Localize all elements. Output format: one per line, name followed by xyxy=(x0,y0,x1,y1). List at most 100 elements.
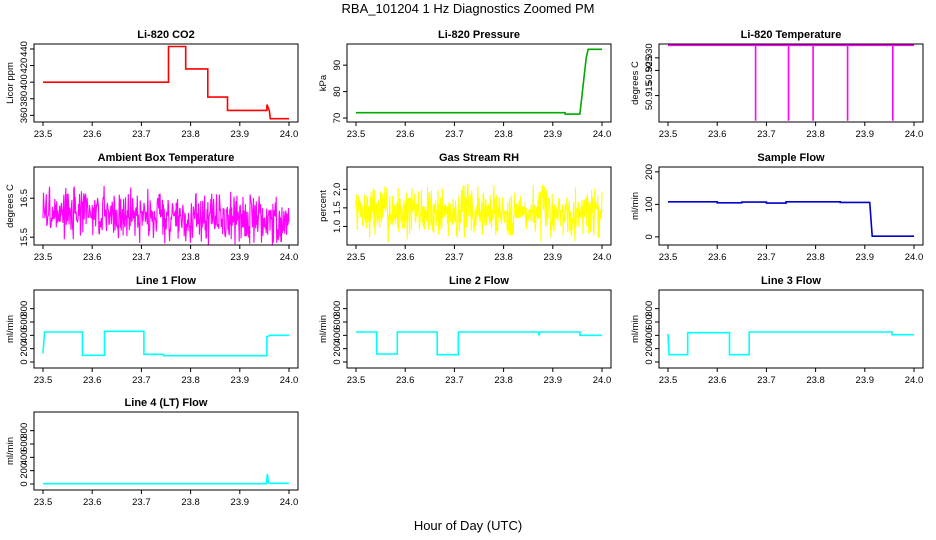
y-tick-label: 600 xyxy=(644,314,655,330)
y-axis-label: ml/min xyxy=(630,315,641,343)
y-tick-label: 200 xyxy=(644,341,655,357)
x-tick-label: 23.5 xyxy=(347,375,366,386)
chart-title: Sample Flow xyxy=(757,152,825,164)
x-tick-label: 23.9 xyxy=(544,375,563,386)
x-tick-label: 23.6 xyxy=(396,375,415,386)
x-tick-label: 23.5 xyxy=(659,129,678,140)
plot-frame xyxy=(658,166,924,246)
chart-panel: Line 3 Flow 23.5 23.6 23.7 23.8 23.9 24.0 0 2004… xyxy=(630,275,924,386)
x-tick-label: 23.8 xyxy=(806,252,825,263)
chart-panel: Li-820 CO2 23.5 23.6 23.7 23.8 23.9 24.0 360380… xyxy=(5,29,299,140)
plot-frame xyxy=(658,289,924,369)
x-tick-label: 23.8 xyxy=(494,252,513,263)
y-axis-label: ml/min xyxy=(5,315,16,343)
y-tick-label: 380 xyxy=(19,91,30,107)
plot-frame xyxy=(346,289,612,369)
y-tick-label: 360 xyxy=(19,107,30,123)
y-tick-label: 400 xyxy=(19,327,30,343)
chart-panel: Li-820 Pressure 23.5 23.6 23.7 23.8 23.9 24.0 7… xyxy=(318,29,612,140)
y-axis-label: degrees C xyxy=(5,184,16,228)
chart-title: Line 1 Flow xyxy=(136,275,196,287)
y-tick-label: 200 xyxy=(19,463,30,479)
y-tick-label: 800 xyxy=(19,301,30,317)
x-tick-label: 23.7 xyxy=(445,375,464,386)
chart-panel: Line 1 Flow 23.5 23.6 23.7 23.8 23.9 24.0 0 2004… xyxy=(5,275,299,386)
chart-title: Line 3 Flow xyxy=(761,275,821,287)
y-tick-label: 0 xyxy=(644,234,655,239)
x-tick-label: 24.0 xyxy=(280,252,299,263)
x-tick-label: 23.6 xyxy=(83,252,102,263)
y-tick-label: 16.5 xyxy=(19,189,30,208)
y-tick-label: 1.0 xyxy=(332,220,343,233)
plot-frame xyxy=(33,43,299,123)
series-line xyxy=(668,44,914,121)
plot-frame xyxy=(33,166,299,246)
x-tick-label: 23.7 xyxy=(757,252,776,263)
y-tick-label: 100 xyxy=(644,196,655,212)
y-axis-label: kPa xyxy=(318,74,329,91)
y-tick-label: 200 xyxy=(644,164,655,180)
x-tick-label: 23.7 xyxy=(757,129,776,140)
x-tick-label: 23.8 xyxy=(494,129,513,140)
chart-panel: Ambient Box Temperature 23.5 23.6 23.7 23.8 2… xyxy=(5,152,299,263)
y-tick-label: 70 xyxy=(332,113,343,124)
x-tick-label: 23.9 xyxy=(856,252,875,263)
chart-title: Gas Stream RH xyxy=(439,152,519,164)
x-tick-label: 23.6 xyxy=(396,129,415,140)
series-line xyxy=(42,185,290,246)
chart-panel: Line 2 Flow 23.5 23.6 23.7 23.8 23.9 24.0 0 2004… xyxy=(318,275,612,386)
x-tick-label: 23.9 xyxy=(231,129,250,140)
x-tick-label: 23.5 xyxy=(347,129,366,140)
x-tick-label: 23.6 xyxy=(708,252,727,263)
y-axis-label: ml/min xyxy=(5,437,16,465)
y-tick-label: 600 xyxy=(19,436,30,452)
series-line xyxy=(668,201,914,237)
y-tick-label: 600 xyxy=(332,314,343,330)
chart-panel: Line 4 (LT) Flow 23.5 23.6 23.7 23.8 23.9 24.0… xyxy=(5,397,299,508)
x-tick-label: 23.6 xyxy=(83,129,102,140)
y-tick-label: 1.5 xyxy=(332,201,343,214)
x-tick-label: 23.5 xyxy=(659,375,678,386)
y-tick-label: 200 xyxy=(19,341,30,357)
y-tick-label: 2.0 xyxy=(332,183,343,196)
chart-title: Li-820 CO2 xyxy=(137,29,194,41)
y-tick-label: 800 xyxy=(19,423,30,439)
series-line xyxy=(43,473,289,485)
x-tick-label: 23.8 xyxy=(181,252,200,263)
x-tick-label: 23.7 xyxy=(132,497,151,508)
series-line xyxy=(356,331,602,356)
x-tick-label: 23.8 xyxy=(181,129,200,140)
x-tick-label: 23.8 xyxy=(181,375,200,386)
x-tick-label: 23.6 xyxy=(708,375,727,386)
x-tick-label: 23.8 xyxy=(806,129,825,140)
x-tick-label: 24.0 xyxy=(905,375,924,386)
series-line xyxy=(43,45,289,120)
chart-title: Ambient Box Temperature xyxy=(98,152,235,164)
x-tick-label: 24.0 xyxy=(905,252,924,263)
y-tick-label: 400 xyxy=(19,449,30,465)
y-tick-label: 600 xyxy=(19,314,30,330)
chart-panel: Li-820 Temperature 23.5 23.6 23.7 23.8 23.9 24… xyxy=(630,29,924,140)
y-tick-label: 0 xyxy=(19,359,30,364)
x-tick-label: 23.5 xyxy=(34,252,53,263)
x-tick-label: 23.8 xyxy=(494,375,513,386)
y-tick-label: 50.915 xyxy=(644,81,655,110)
series-line xyxy=(667,331,914,356)
y-tick-label: 400 xyxy=(332,327,343,343)
x-tick-label: 23.5 xyxy=(347,252,366,263)
x-tick-label: 23.8 xyxy=(181,497,200,508)
x-tick-label: 23.6 xyxy=(396,252,415,263)
x-tick-label: 23.9 xyxy=(856,375,875,386)
y-tick-label: 50.930 xyxy=(644,43,655,72)
y-tick-label: 800 xyxy=(644,301,655,317)
plot-frame xyxy=(346,43,612,123)
y-tick-label: 90 xyxy=(332,60,343,71)
y-tick-label: 800 xyxy=(332,301,343,317)
chart-title: Li-820 Temperature xyxy=(741,29,842,41)
x-tick-label: 23.9 xyxy=(231,252,250,263)
y-axis-label: ml/min xyxy=(630,192,641,220)
series-line xyxy=(356,48,602,115)
y-axis-label: ml/min xyxy=(318,315,329,343)
plot-frame xyxy=(33,289,299,369)
